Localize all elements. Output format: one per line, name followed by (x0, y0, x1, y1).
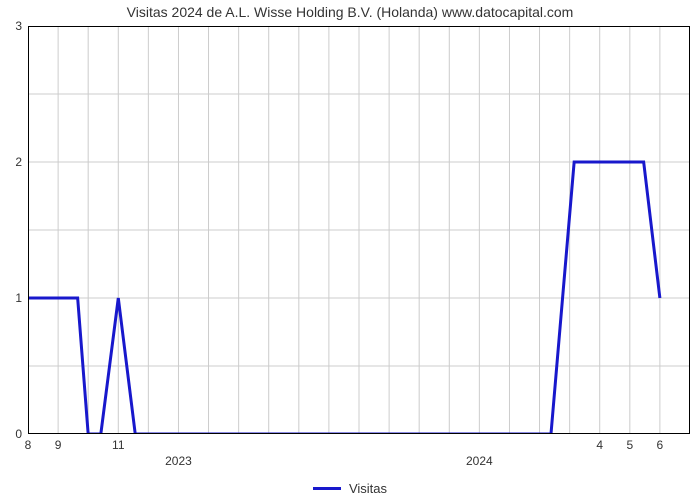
legend: Visitas (0, 481, 700, 496)
x-year-label: 2023 (165, 434, 192, 468)
x-tick-label: 11 (112, 434, 124, 452)
y-tick-label: 2 (15, 155, 28, 169)
y-tick-label: 1 (15, 291, 28, 305)
y-tick-label: 3 (15, 19, 28, 33)
visits-chart: Visitas 2024 de A.L. Wisse Holding B.V. … (0, 0, 700, 500)
x-tick-label: 8 (25, 434, 32, 452)
x-tick-label: 6 (657, 434, 664, 452)
x-tick-label: 5 (626, 434, 633, 452)
x-tick-label: 4 (596, 434, 603, 452)
legend-swatch-visitas (313, 487, 341, 490)
chart-svg (28, 26, 690, 434)
plot-area: 0123891145620232024 (28, 26, 690, 434)
legend-label-visitas: Visitas (349, 481, 387, 496)
x-tick-label: 9 (55, 434, 62, 452)
chart-title: Visitas 2024 de A.L. Wisse Holding B.V. … (0, 4, 700, 20)
x-year-label: 2024 (466, 434, 493, 468)
